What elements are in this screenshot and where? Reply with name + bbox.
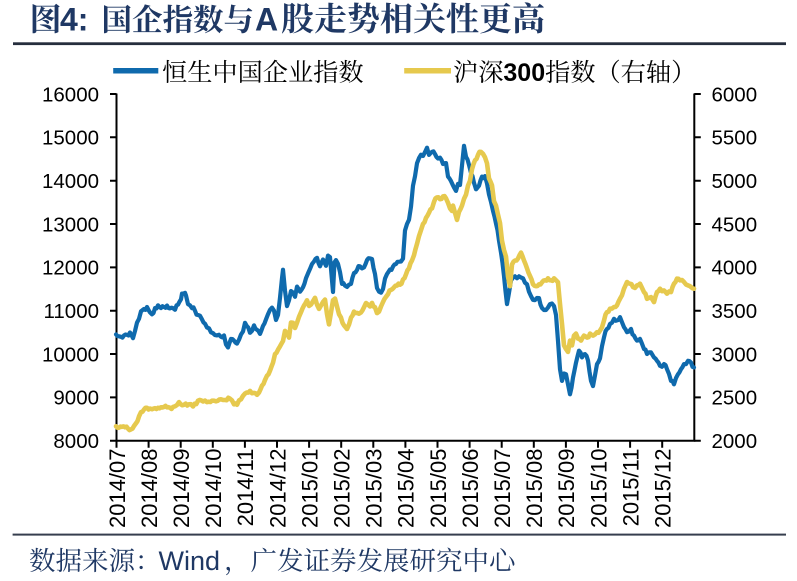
svg-text:2015/05: 2015/05 — [426, 449, 451, 529]
svg-text:6000: 6000 — [712, 83, 758, 106]
svg-text:3500: 3500 — [712, 300, 758, 323]
svg-text:14000: 14000 — [42, 170, 99, 193]
svg-text:8000: 8000 — [53, 430, 99, 453]
svg-text:2015/12: 2015/12 — [651, 449, 676, 529]
svg-text:2014/11: 2014/11 — [233, 449, 258, 527]
svg-text:2015/08: 2015/08 — [522, 449, 547, 529]
svg-text:2015/04: 2015/04 — [394, 449, 419, 529]
svg-text:12000: 12000 — [42, 257, 99, 280]
svg-text:3000: 3000 — [712, 343, 758, 366]
svg-text:9000: 9000 — [53, 387, 99, 410]
svg-text:2015/01: 2015/01 — [297, 449, 322, 529]
svg-text:4000: 4000 — [712, 257, 758, 280]
svg-text:2015/03: 2015/03 — [362, 449, 387, 529]
svg-text:5500: 5500 — [712, 127, 758, 150]
svg-text:4:: 4: — [60, 2, 88, 38]
svg-text:11000: 11000 — [44, 300, 99, 323]
svg-text:2015/07: 2015/07 — [490, 449, 515, 529]
svg-text:2015/10: 2015/10 — [586, 449, 611, 529]
svg-text:2014/10: 2014/10 — [201, 449, 226, 529]
svg-text:2014/09: 2014/09 — [169, 449, 194, 529]
svg-text:5000: 5000 — [712, 170, 758, 193]
svg-text:2014/08: 2014/08 — [137, 449, 162, 529]
svg-text:Wind: Wind — [159, 546, 221, 576]
svg-text:2015/09: 2015/09 — [554, 449, 579, 529]
svg-text:13000: 13000 — [42, 213, 99, 236]
svg-text:16000: 16000 — [42, 83, 99, 106]
svg-text:300: 300 — [503, 59, 545, 87]
svg-text:2014/07: 2014/07 — [105, 449, 130, 529]
svg-text:4500: 4500 — [712, 213, 758, 236]
svg-text:2015/11: 2015/11 — [618, 449, 643, 527]
svg-text:10000: 10000 — [42, 343, 99, 366]
svg-text:2014/12: 2014/12 — [265, 449, 290, 529]
svg-text:15000: 15000 — [42, 127, 99, 150]
svg-text:2500: 2500 — [712, 387, 758, 410]
svg-text:2000: 2000 — [712, 430, 758, 453]
svg-text:2015/02: 2015/02 — [330, 449, 355, 529]
svg-text:A: A — [255, 2, 278, 38]
svg-text:2015/06: 2015/06 — [458, 449, 483, 529]
